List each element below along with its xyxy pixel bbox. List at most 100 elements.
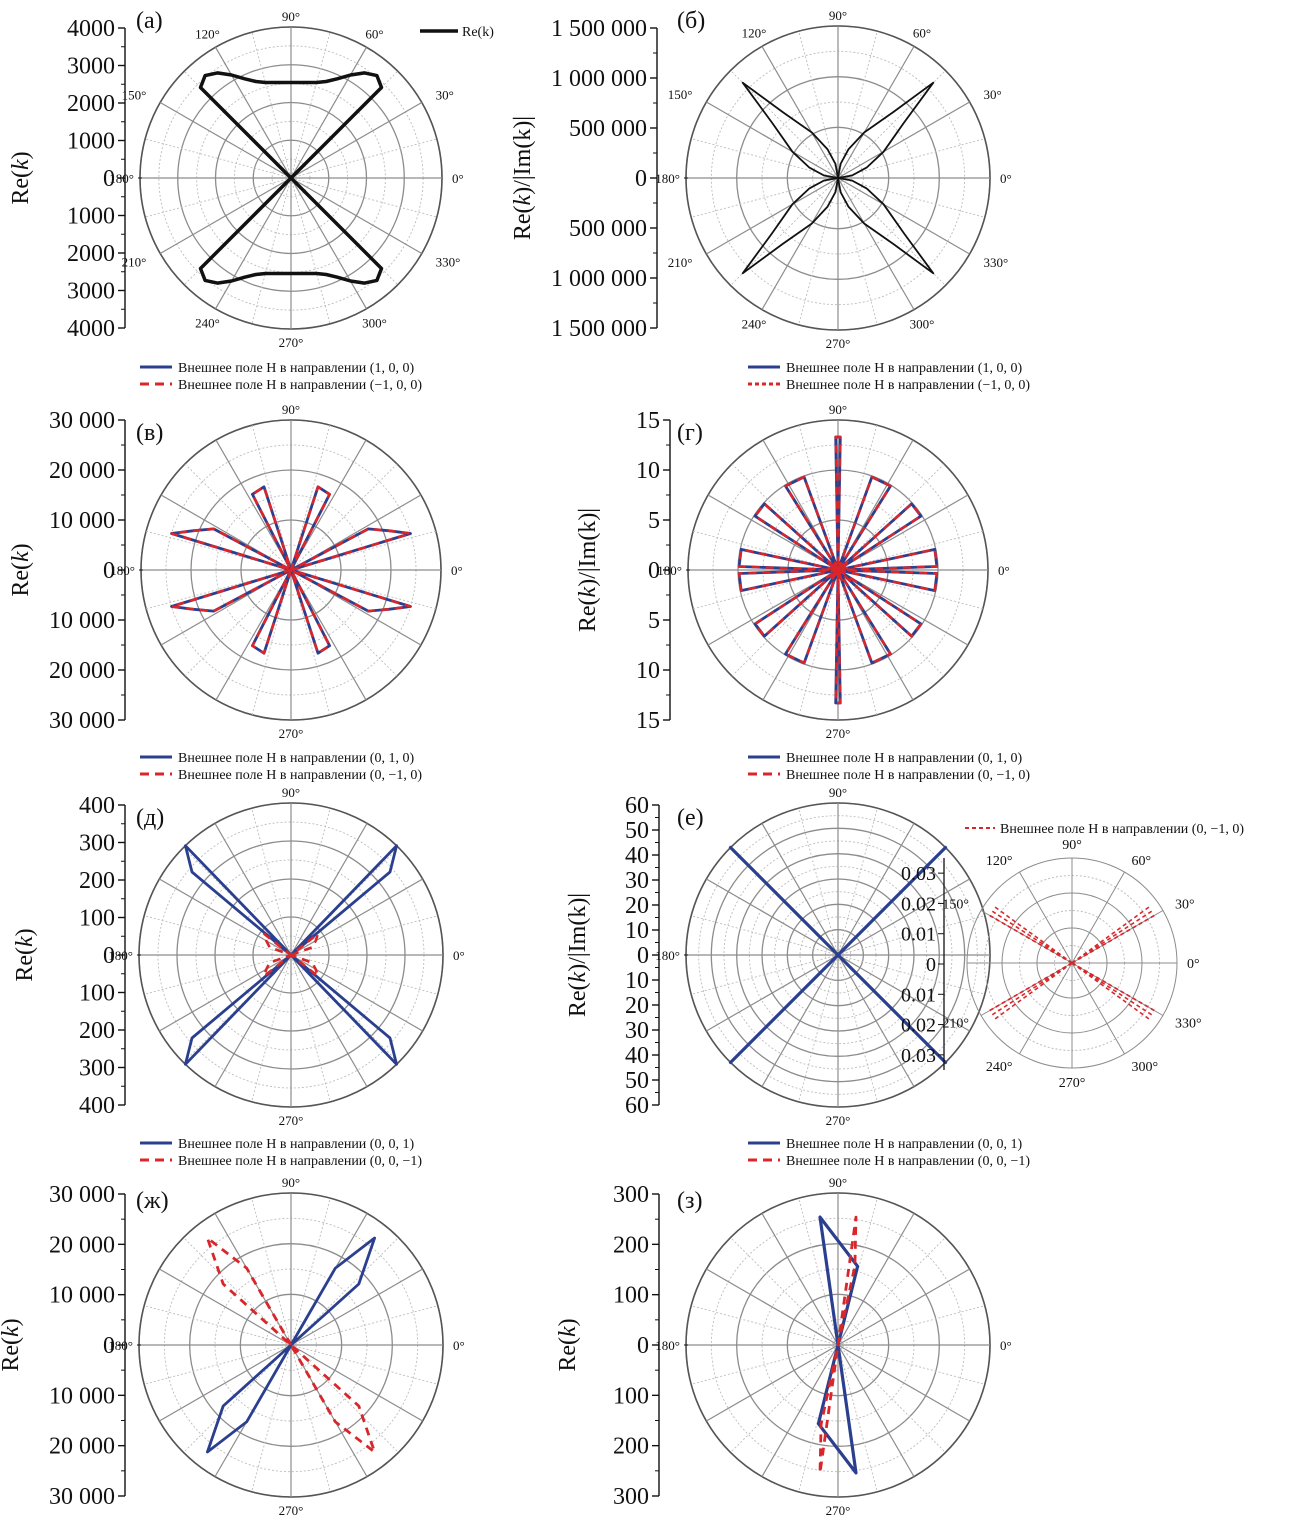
angle-label-270: 270° [826, 336, 851, 351]
grid-spoke-minor [290, 177, 437, 218]
grid-spoke-minor [144, 915, 292, 956]
y-tick-label: 1000 [67, 129, 115, 155]
y-tick-label: 0 [103, 943, 115, 969]
grid-spoke-minor [290, 177, 331, 324]
grid-spoke-major [290, 878, 423, 956]
ylabel-part: Re( [8, 562, 34, 597]
inset-series-line [1071, 909, 1155, 964]
grid-spoke-major [837, 954, 970, 1032]
y-tick-label: 15 [636, 708, 660, 734]
inset-angle-label: 30° [1175, 898, 1195, 913]
y-axis-title: Re(k) [12, 928, 38, 981]
grid-spoke-major [706, 1344, 839, 1422]
grid-spoke-major [837, 177, 915, 310]
y-tick-label: 20 [625, 993, 649, 1019]
panel-label: (ж) [136, 1188, 169, 1214]
y-tick-label: 100 [613, 1383, 649, 1409]
angle-label-30: 30° [436, 88, 454, 103]
grid-spoke-minor [837, 954, 878, 1102]
grid-spoke-minor [691, 915, 839, 956]
panel-label: (г) [677, 420, 703, 446]
legend-entry-1: Внешнее поле H в направлении (0, −1, 0) [786, 768, 1030, 783]
legend-entry-0: Внешнее поле H в направлении (0, 1, 0) [786, 751, 1022, 766]
angle-label-180: 180° [655, 171, 680, 186]
inset-angle-label: 60° [1132, 854, 1152, 869]
grid-spoke-major [837, 1268, 970, 1346]
grid-spoke-minor [691, 1305, 839, 1346]
grid-spoke-minor [837, 177, 878, 325]
ylabel-tail: )/|Im(k)| [510, 116, 536, 195]
y-axis-title-text: Re(k)/|Im(k)| [510, 116, 536, 240]
inset-series-line [1071, 962, 1157, 1013]
grid-spoke-minor [730, 1237, 839, 1346]
inset-legend-entry: Внешнее поле H в направлении (0, −1, 0) [1000, 822, 1244, 837]
angle-label-240: 240° [742, 316, 767, 331]
inset-angle-label: 0° [1187, 957, 1200, 972]
series-g-1 [737, 435, 939, 705]
y-axis-title: Re(k) [0, 1318, 24, 1371]
y-tick-label: 1 500 000 [551, 16, 647, 42]
panel-label: (а) [136, 8, 163, 34]
y-tick-label: 1 000 000 [551, 266, 647, 292]
grid-spoke-major [761, 1213, 839, 1346]
grid-spoke-major [159, 1344, 292, 1422]
grid-spoke-minor [691, 177, 839, 218]
y-tick-label: 3000 [67, 279, 115, 305]
inset-series-line [1071, 962, 1152, 1022]
grid-spoke-minor [798, 808, 839, 956]
angle-label-0: 0° [451, 563, 463, 578]
angle-label-60: 60° [365, 26, 383, 41]
panel-e: 90°180°270°6050403020100102030405060Re(k… [565, 751, 1244, 1128]
inset-tick-label: 0.02 [901, 893, 936, 915]
grid-spoke-major [837, 46, 915, 179]
y-tick-label: 10 [625, 968, 649, 994]
grid-spoke-major [290, 954, 368, 1087]
y-tick-label: 0 [648, 558, 660, 584]
grid-spoke-minor [290, 1344, 438, 1385]
grid-spoke-minor [837, 954, 985, 995]
inset-panel: 0° 30° 60° 90° 120° 150° 210° 240° 270° 300° 330° 0… [901, 822, 1244, 1091]
y-tick-label: 200 [79, 1018, 115, 1044]
y-tick-label: 10 000 [49, 608, 115, 634]
panel-label: (з) [677, 1188, 702, 1214]
grid-spoke-major [290, 46, 368, 179]
inset-angle-label: 270° [1059, 1076, 1086, 1091]
y-tick-label: 200 [79, 868, 115, 894]
inset-series-line [1071, 904, 1152, 964]
grid-spoke-major [290, 1268, 423, 1346]
y-axis-title: Re(k) [8, 151, 34, 204]
series-d-1 [262, 932, 320, 978]
y-tick-label: 20 000 [49, 658, 115, 684]
y-tick-label: 60 [625, 793, 649, 819]
ylabel-var: k [555, 1326, 581, 1337]
grid-spoke-minor [251, 1344, 292, 1492]
y-axis-title-text: Re(k)/|Im(k)| [565, 893, 591, 1017]
y-tick-label: 1000 [67, 204, 115, 230]
angle-label-0: 0° [1000, 171, 1012, 186]
grid-spoke-minor [290, 808, 331, 956]
y-axis-title-text: Re(k) [555, 1318, 581, 1371]
y-tick-label: 0 [103, 558, 115, 584]
ylabel-part: Re( [575, 597, 601, 632]
y-tick-label: 0 [103, 166, 115, 192]
ylabel-tail: ) [8, 151, 34, 159]
y-tick-label: 20 000 [49, 1232, 115, 1258]
inset-tick-label: 0.03 [901, 863, 936, 885]
ylabel-tail: )/|Im(k)| [575, 508, 601, 587]
grid-spoke-major [837, 954, 915, 1087]
grid-spoke-minor [837, 1344, 946, 1453]
grid-spoke-minor [290, 1305, 438, 1346]
inset-spoke [1019, 871, 1073, 964]
grid-spoke-minor [837, 915, 985, 956]
grid-spoke-minor [290, 463, 398, 571]
grid-spoke-major [837, 177, 970, 255]
angle-label-210: 210° [668, 255, 693, 270]
inset-series-line [992, 962, 1073, 1022]
angle-label-180: 180° [655, 948, 680, 963]
y-tick-label: 10 000 [49, 1383, 115, 1409]
legend-entry-0: Внешнее поле H в направлении (0, 0, 1) [178, 1137, 414, 1152]
y-axis-title-text: Re(k) [8, 543, 34, 596]
inset-series-line [992, 904, 1073, 964]
grid-spoke-major [706, 1268, 839, 1346]
inset-angle-label: 120° [986, 854, 1013, 869]
